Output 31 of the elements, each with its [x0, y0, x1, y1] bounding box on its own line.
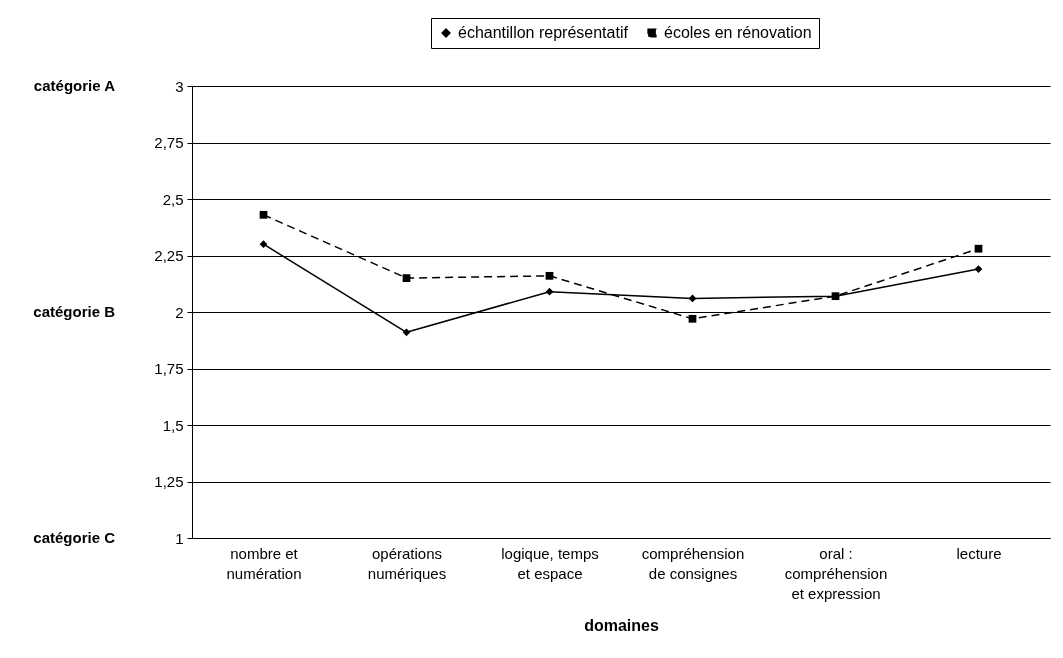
- x-tick-label: nombre et numération: [226, 544, 302, 582]
- y-tick-label: 3: [175, 77, 184, 95]
- y-tick-label: 1,25: [154, 473, 184, 490]
- point: [259, 240, 268, 249]
- point: [831, 292, 840, 301]
- y-tick-label: 1: [175, 529, 184, 547]
- point: [974, 244, 983, 253]
- y-tick-label: 2: [175, 303, 184, 321]
- legend-label: échantillon représentatif: [458, 24, 629, 41]
- legend-label: écoles en rénovation: [664, 24, 812, 41]
- y-tick-label: 1,5: [162, 416, 184, 434]
- x-tick-label: oral : compréhension et expression: [784, 544, 888, 602]
- y-tick-label: 2,5: [162, 190, 184, 208]
- text: catégorie C: [33, 529, 116, 546]
- point: [688, 314, 697, 323]
- x-tick-label: lecture: [956, 544, 1002, 562]
- y-tick-label: 2,75: [154, 134, 184, 151]
- point: [402, 328, 411, 337]
- text: catégorie B: [33, 303, 116, 320]
- x-tick-label: compréhension de consignes: [641, 544, 745, 582]
- x-tick-label: logique, temps et espace: [501, 544, 599, 582]
- y-tick-label: 2,25: [154, 247, 184, 264]
- y-tick-label: 1,75: [154, 360, 184, 377]
- x-tick-label: opérations numériques: [367, 544, 447, 582]
- text: catégorie A: [33, 77, 116, 94]
- point: [402, 274, 411, 282]
- point: [259, 210, 268, 219]
- point: [545, 287, 554, 296]
- x-axis-title: domaines: [584, 616, 659, 634]
- point: [545, 271, 554, 280]
- point: [974, 265, 983, 273]
